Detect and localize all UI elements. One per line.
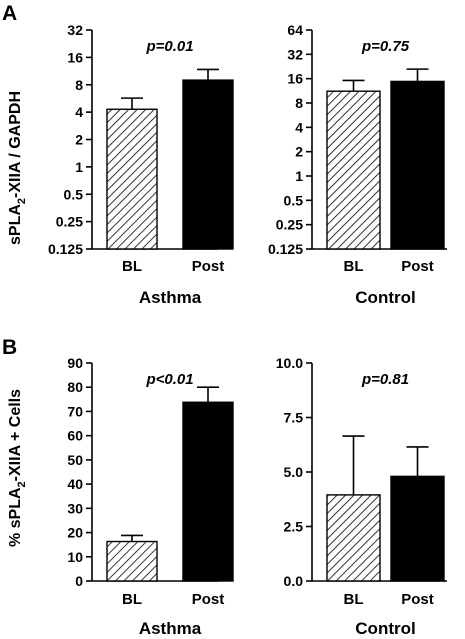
y-tick-label: 30 <box>67 500 83 516</box>
y-tick-label: 70 <box>67 403 83 419</box>
chart-a-control: 0.125 0.25 0.5 1 2 4 8 16 32 64 BL Post Control p=0.7… <box>268 22 447 307</box>
category-label: BL <box>344 258 364 275</box>
bar-post <box>182 79 234 250</box>
y-tick-label: 4 <box>75 104 83 120</box>
group-label: Asthma <box>139 288 202 307</box>
group-label: Asthma <box>139 619 202 638</box>
y-tick-label: 0.0 <box>284 573 304 589</box>
y-tick-label: 7.5 <box>284 410 304 426</box>
y-tick-label: 4 <box>295 119 303 135</box>
category-label: Post <box>401 591 434 608</box>
y-tick-label: 2.5 <box>284 519 304 535</box>
y-tick-label: 0.125 <box>268 241 303 257</box>
group-label: Control <box>355 288 415 307</box>
y-tick-label: 10 <box>67 549 83 565</box>
p-value-annotation: p<0.01 <box>145 371 193 388</box>
ylabel-panel-b: % sPLA2-XIIA + Cells <box>7 389 28 547</box>
panel-letter-b: B <box>2 336 17 359</box>
y-tick-label: 16 <box>287 71 303 87</box>
bar-post <box>182 401 234 582</box>
y-tick-label: 0.5 <box>64 186 84 202</box>
ylabel-panel-a: sPLA2-XIIA / GAPDH <box>7 91 28 245</box>
p-value-annotation: p=0.01 <box>145 38 193 55</box>
y-tick-label: 0 <box>75 573 83 589</box>
group-label: Control <box>355 619 415 638</box>
y-tick-label: 40 <box>67 476 83 492</box>
p-value-annotation: p=0.81 <box>361 371 409 388</box>
y-tick-label: 80 <box>67 379 83 395</box>
bar-post <box>390 475 445 582</box>
bar-post <box>390 80 445 250</box>
category-label: Post <box>192 591 225 608</box>
y-tick-label: 2 <box>75 132 83 148</box>
p-value-annotation: p=0.75 <box>361 38 410 55</box>
category-label: BL <box>122 591 142 608</box>
y-tick-label: 0.25 <box>276 217 303 233</box>
y-tick-label: 20 <box>67 525 83 541</box>
category-label: BL <box>122 258 142 275</box>
category-label: Post <box>192 258 225 275</box>
ylabel-a-subscript: 2 <box>16 198 28 204</box>
ylabel-a-part-1: sPLA <box>7 204 24 245</box>
bar-bl <box>326 90 381 250</box>
y-tick-label: 32 <box>287 46 303 62</box>
chart-a-asthma: 0.125 0.25 0.5 1 2 4 8 16 32 BL Post Asthma p=0.01 <box>48 22 234 307</box>
y-tick-label: 60 <box>67 428 83 444</box>
y-tick-label: 8 <box>295 95 303 111</box>
y-tick-label: 0.5 <box>284 192 304 208</box>
bar-bl <box>326 494 381 582</box>
ylabel-b-subscript: 2 <box>16 481 28 487</box>
category-label: BL <box>344 591 364 608</box>
y-tick-label: 0.125 <box>48 241 83 257</box>
y-tick-label: 8 <box>75 77 83 93</box>
y-tick-label: 16 <box>67 49 83 65</box>
ylabel-b-part-1: % sPLA <box>7 487 24 547</box>
y-tick-label: 2 <box>295 144 303 160</box>
y-tick-label: 50 <box>67 452 83 468</box>
y-tick-label: 10.0 <box>276 355 303 371</box>
chart-b-control: 0.0 2.5 5.0 7.5 10.0 BL Post Control p=0.81 <box>276 355 447 638</box>
y-tick-label: 0.25 <box>56 214 83 230</box>
y-tick-label: 90 <box>67 355 83 371</box>
bar-bl <box>106 540 158 582</box>
y-tick-label: 64 <box>287 22 303 38</box>
ylabel-b-part-2: -XIIA + Cells <box>7 389 24 481</box>
chart-b-asthma: 0 10 20 30 40 50 60 70 80 90 BL Post Asthma p<0.01 <box>67 355 234 638</box>
y-tick-label: 5.0 <box>284 464 304 480</box>
y-tick-label: 32 <box>67 22 83 38</box>
y-tick-label: 1 <box>295 168 303 184</box>
category-label: Post <box>401 258 434 275</box>
panel-letter-a: A <box>2 2 17 25</box>
bar-bl <box>106 108 158 250</box>
ylabel-a-part-2: -XIIA / GAPDH <box>7 91 24 198</box>
y-tick-label: 1 <box>75 159 83 175</box>
